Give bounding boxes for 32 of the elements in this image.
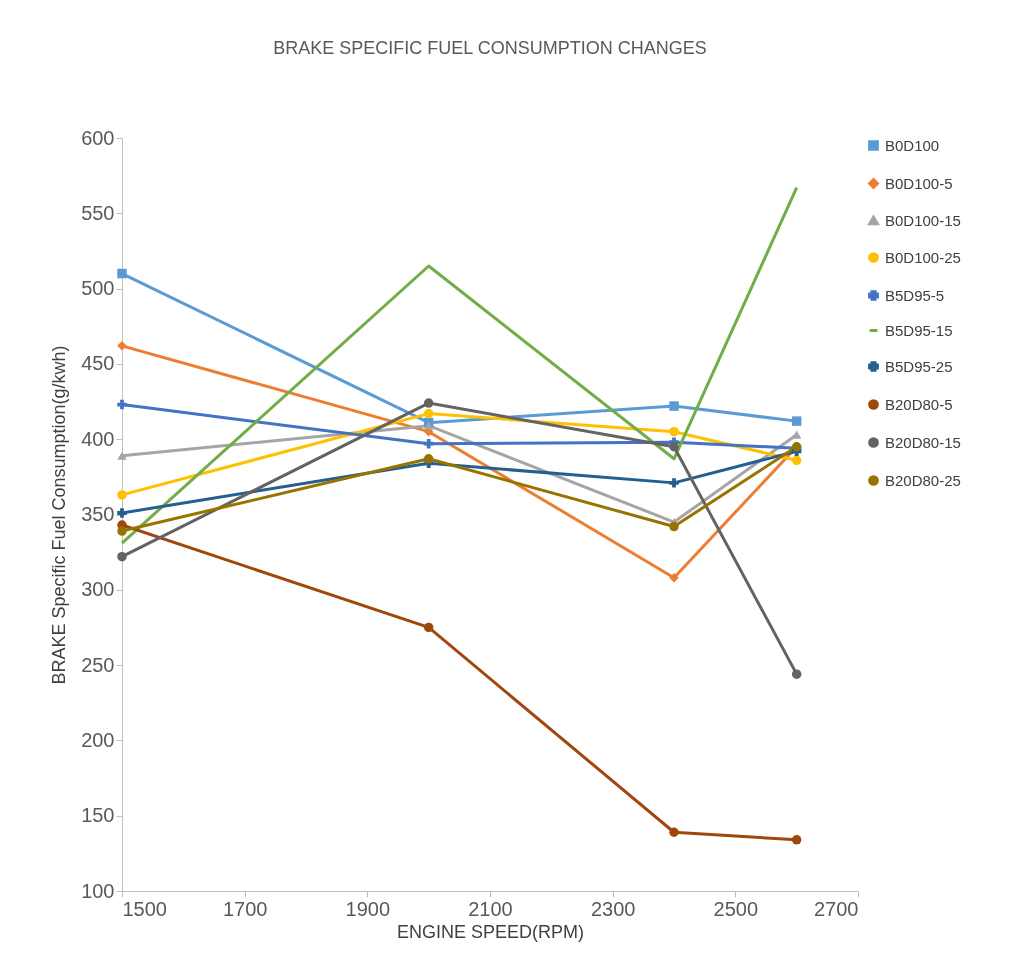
y-tick-label: 450 bbox=[81, 352, 115, 375]
legend-label: B20D80-15 bbox=[885, 433, 961, 451]
y-tick-label: 150 bbox=[81, 804, 115, 827]
legend-label: B0D100 bbox=[885, 136, 940, 154]
legend-label: B20D80-25 bbox=[885, 471, 961, 489]
x-tick-label: 2300 bbox=[590, 897, 636, 920]
legend-label: B5D95-5 bbox=[885, 286, 945, 304]
x-tick-label: 1900 bbox=[345, 897, 391, 920]
x-tick-label: 2700 bbox=[814, 897, 859, 920]
y-tick-label: 400 bbox=[81, 427, 115, 450]
x-tick-label: 1500 bbox=[122, 897, 167, 920]
legend-label: B0D100-5 bbox=[885, 174, 953, 192]
y-tick-label: 350 bbox=[81, 503, 115, 525]
legend-label: B5D95-25 bbox=[885, 357, 953, 375]
y-tick-label: 550 bbox=[81, 201, 115, 224]
y-tick-label: 500 bbox=[81, 277, 115, 300]
legend-label: B0D100-15 bbox=[885, 211, 961, 229]
legend-label: B5D95-15 bbox=[885, 321, 953, 339]
legend-label: B0D100-25 bbox=[885, 248, 961, 266]
y-tick-label: 600 bbox=[81, 126, 115, 149]
y-axis-title: BRAKE Specific Fuel Consumption(g/kwh) bbox=[49, 345, 70, 685]
x-tick-label: 2100 bbox=[468, 897, 513, 920]
y-tick-label: 250 bbox=[81, 653, 115, 676]
x-axis-title: ENGINE SPEED(RPM) bbox=[396, 921, 585, 942]
line-series bbox=[120, 186, 799, 545]
y-tick-label: 100 bbox=[81, 879, 115, 902]
y-tick-label: 300 bbox=[81, 578, 115, 601]
x-tick-label: 2500 bbox=[713, 897, 759, 920]
y-tick-label: 200 bbox=[81, 728, 115, 751]
chart-title: BRAKE SPECIFIC FUEL CONSUMPTION CHANGES bbox=[273, 38, 707, 58]
legend-label: B20D80-5 bbox=[885, 395, 953, 413]
x-tick-label: 1700 bbox=[222, 897, 268, 920]
